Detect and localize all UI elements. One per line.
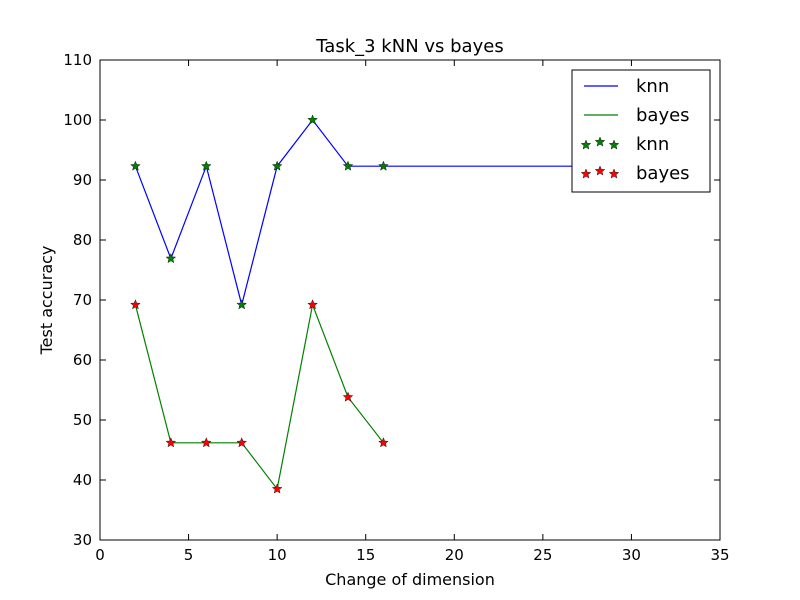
data-point-knn <box>378 160 389 171</box>
x-tick-label: 30 <box>622 546 641 564</box>
data-point-knn <box>307 114 318 125</box>
y-tick-label: 110 <box>63 51 92 69</box>
legend-swatch-knn <box>594 136 606 147</box>
y-tick-label: 30 <box>73 531 92 549</box>
data-point-bayes <box>165 437 177 448</box>
y-tick-label: 50 <box>73 411 92 429</box>
data-point-knn <box>271 160 283 171</box>
legend-label-knn: knn <box>636 76 669 97</box>
y-tick-label: 100 <box>63 111 92 129</box>
legend-swatch-bayes <box>580 168 592 179</box>
data-point-bayes <box>307 299 318 310</box>
y-tick-label: 90 <box>73 171 92 189</box>
data-point-knn <box>165 253 177 264</box>
chart-title: Task_3 kNN vs bayes <box>315 36 503 57</box>
x-tick-label: 15 <box>356 546 375 564</box>
x-tick-label: 5 <box>184 546 194 564</box>
data-point-knn <box>236 299 247 310</box>
data-point-bayes <box>271 483 283 494</box>
data-point-bayes <box>378 437 389 448</box>
y-tick-label: 70 <box>73 291 92 309</box>
y-axis-title: Test accuracy <box>37 246 56 356</box>
legend-box <box>571 69 711 193</box>
data-point-bayes <box>201 437 212 448</box>
x-axis-title: Change of dimension <box>325 570 495 589</box>
x-tick-label: 0 <box>95 546 105 564</box>
data-point-knn <box>201 160 212 171</box>
x-tick-label: 10 <box>268 546 287 564</box>
x-tick-label: 25 <box>533 546 552 564</box>
y-tick-label: 40 <box>73 471 92 489</box>
data-point-knn <box>130 160 141 171</box>
x-tick-label: 20 <box>445 546 464 564</box>
y-tick-label: 80 <box>73 231 92 249</box>
x-tick-label: 35 <box>710 546 729 564</box>
data-point-knn <box>342 160 354 171</box>
y-tick-label: 60 <box>73 351 92 369</box>
legend-label-knn: knn <box>636 134 669 155</box>
legend-swatch-bayes <box>608 168 620 179</box>
legend-label-bayes: bayes <box>636 163 690 184</box>
legend-label-bayes: bayes <box>636 105 690 126</box>
legend-swatch-knn <box>608 139 620 150</box>
data-point-bayes <box>342 391 354 402</box>
series-line-bayes <box>134 302 384 491</box>
legend-swatch-bayes <box>594 165 606 176</box>
data-point-bayes <box>236 437 247 448</box>
data-point-bayes <box>130 299 141 310</box>
legend-swatch-knn <box>580 139 592 150</box>
